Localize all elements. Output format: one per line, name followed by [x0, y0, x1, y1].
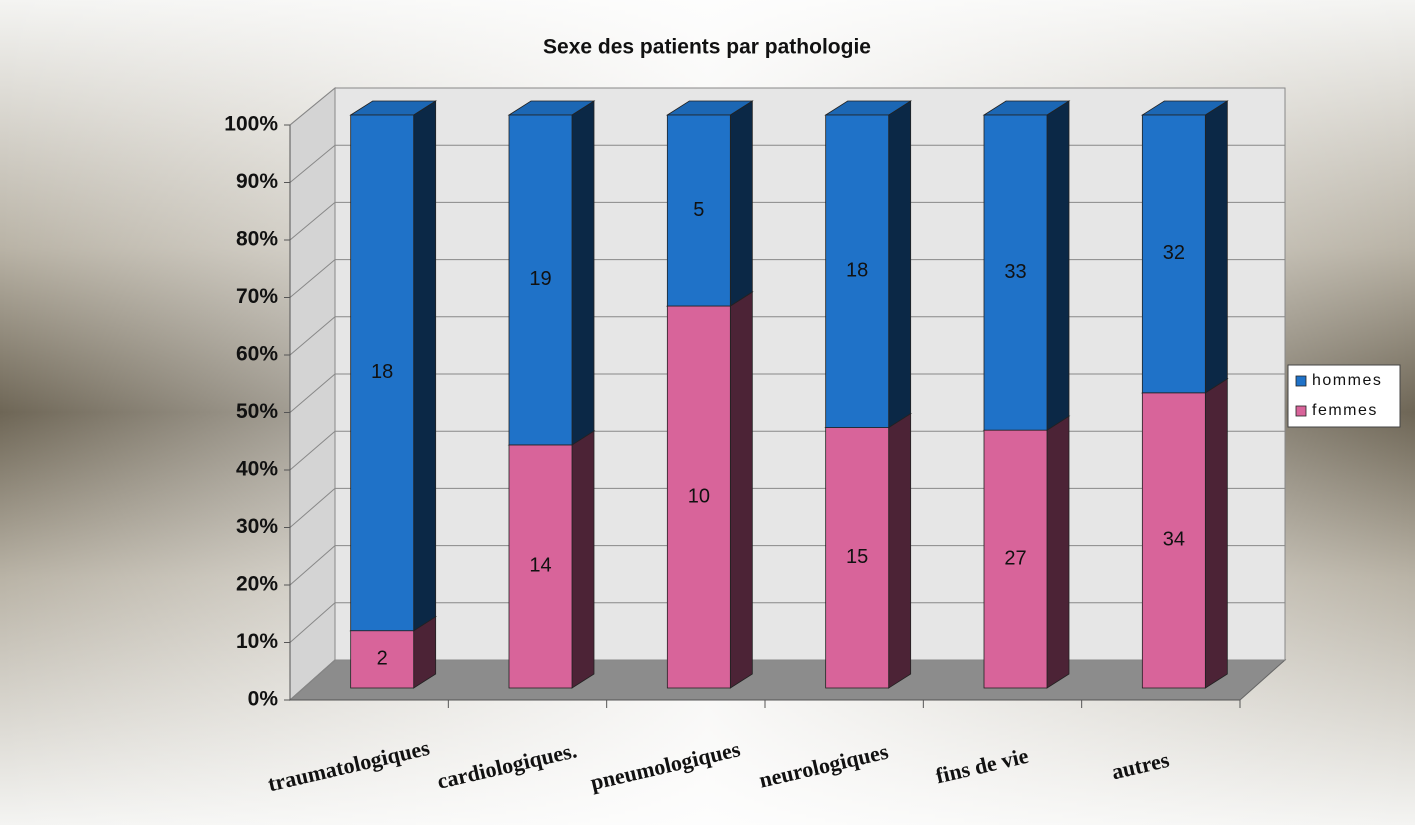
- grid-line: [289, 259, 336, 298]
- bar-side: [888, 412, 912, 689]
- bar-side: [888, 100, 912, 429]
- bar: [350, 630, 415, 689]
- legend-label: femmes: [1312, 402, 1378, 419]
- bar-side: [1204, 378, 1228, 689]
- data-label: 2: [377, 648, 388, 670]
- grid-line: [289, 202, 336, 241]
- y-tick-label: 70%: [236, 285, 278, 308]
- data-label: 18: [371, 361, 393, 383]
- bar-side: [729, 291, 753, 689]
- y-tick-label: 10%: [236, 630, 278, 653]
- floor: [288, 659, 1287, 701]
- data-label: 10: [688, 485, 710, 507]
- bar-side: [571, 430, 595, 689]
- grid-line: [289, 144, 336, 183]
- bar-side: [729, 100, 753, 307]
- bar: [666, 305, 731, 689]
- bar: [350, 114, 415, 632]
- legend: hommes femmes: [1287, 364, 1401, 428]
- data-label: 27: [1004, 547, 1026, 569]
- bar: [825, 427, 890, 689]
- data-label: 34: [1163, 529, 1185, 551]
- y-tick-label: 100%: [224, 113, 278, 136]
- grid-line: [289, 316, 336, 356]
- bar-side: [571, 100, 595, 446]
- bar: [1141, 392, 1206, 689]
- bar: [825, 114, 890, 428]
- grid-line: [289, 545, 336, 586]
- bar: [508, 114, 573, 446]
- y-tick-label: 30%: [236, 515, 278, 538]
- data-label: 14: [529, 555, 551, 577]
- data-label: 18: [846, 260, 868, 282]
- legend-label: hommes: [1312, 372, 1382, 389]
- data-label: 19: [529, 268, 551, 290]
- y-tick-label: 90%: [236, 170, 278, 193]
- legend-swatch: [1295, 405, 1307, 417]
- grid-line: [289, 430, 336, 471]
- y-tick-label: 20%: [236, 573, 278, 596]
- legend-swatch: [1295, 375, 1307, 387]
- grid-line: [289, 87, 336, 126]
- data-label: 5: [693, 199, 704, 221]
- data-label: 33: [1004, 261, 1026, 283]
- legend-box: [1287, 364, 1401, 428]
- bar: [508, 444, 573, 689]
- data-label: 15: [846, 546, 868, 568]
- grid-line: [289, 373, 336, 413]
- y-tick-label: 50%: [236, 400, 278, 423]
- grid-line: [289, 488, 336, 528]
- grid-line: [289, 659, 336, 701]
- bar: [1141, 114, 1206, 394]
- bar: [983, 429, 1048, 689]
- data-label: 32: [1163, 242, 1185, 264]
- y-tick-label: 0%: [248, 688, 279, 711]
- y-tick-label: 40%: [236, 458, 278, 481]
- bar-side: [1046, 100, 1070, 431]
- bar-side: [1204, 100, 1228, 394]
- bar: [983, 114, 1048, 431]
- bar: [666, 114, 731, 307]
- grid-line: [289, 602, 336, 643]
- y-tick-label: 80%: [236, 228, 278, 251]
- chart-title: Sexe des patients par pathologie: [543, 36, 871, 59]
- y-tick-label: 60%: [236, 343, 278, 366]
- bar-side: [413, 100, 437, 632]
- bar-side: [1046, 415, 1070, 689]
